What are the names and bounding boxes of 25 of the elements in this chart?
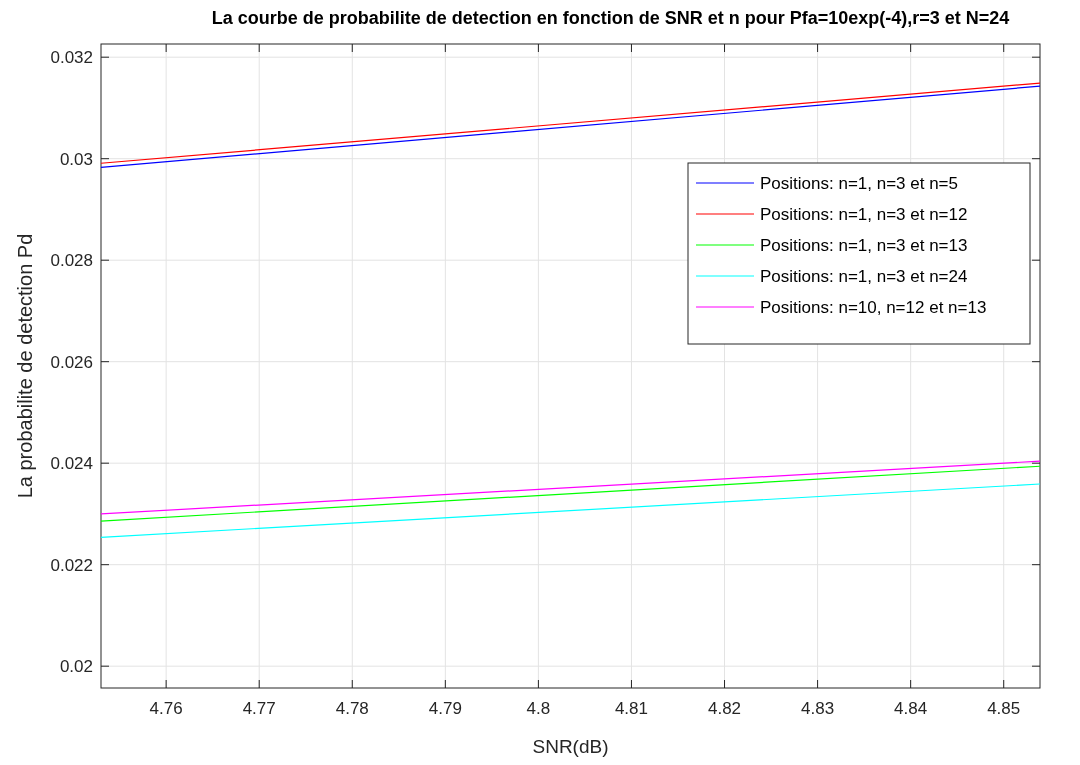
y-axis-title: La probabilite de detection Pd	[14, 233, 36, 499]
y-tick-label: 0.03	[59, 149, 93, 169]
x-tick-label: 4.78	[335, 699, 369, 718]
x-tick-label: 4.76	[149, 699, 183, 718]
y-tick-label: 0.032	[50, 48, 93, 68]
x-tick-label: 4.8	[526, 699, 551, 718]
legend-label: Positions: n=1, n=3 et n=5	[760, 174, 959, 193]
x-tick-label: 4.77	[242, 699, 276, 718]
y-tick-label: 0.02	[59, 657, 93, 677]
x-tick-label: 4.81	[614, 699, 648, 718]
y-tick-label: 0.022	[50, 555, 93, 575]
chart-title: La courbe de probabilite de detection en fonction de SNR et n pour Pfa=10exp(-4),r=3 et N=24	[211, 8, 1010, 28]
x-axis-title: SNR(dB)	[532, 736, 609, 757]
y-tick-label: 0.028	[50, 251, 93, 271]
y-tick-label: 0.024	[50, 454, 93, 474]
legend-label: Positions: n=10, n=12 et n=13	[760, 298, 987, 317]
y-tick-label: 0.026	[50, 352, 93, 372]
x-tick-label: 4.85	[987, 699, 1021, 718]
x-tick-label: 4.79	[428, 699, 462, 718]
x-tick-label: 4.82	[707, 699, 742, 718]
x-tick-label: 4.83	[801, 699, 835, 718]
x-tick-label: 4.84	[894, 699, 928, 718]
legend-label: Positions: n=1, n=3 et n=13	[760, 236, 968, 255]
legend-label: Positions: n=1, n=3 et n=24	[760, 267, 968, 286]
legend-label: Positions: n=1, n=3 et n=12	[760, 205, 968, 224]
